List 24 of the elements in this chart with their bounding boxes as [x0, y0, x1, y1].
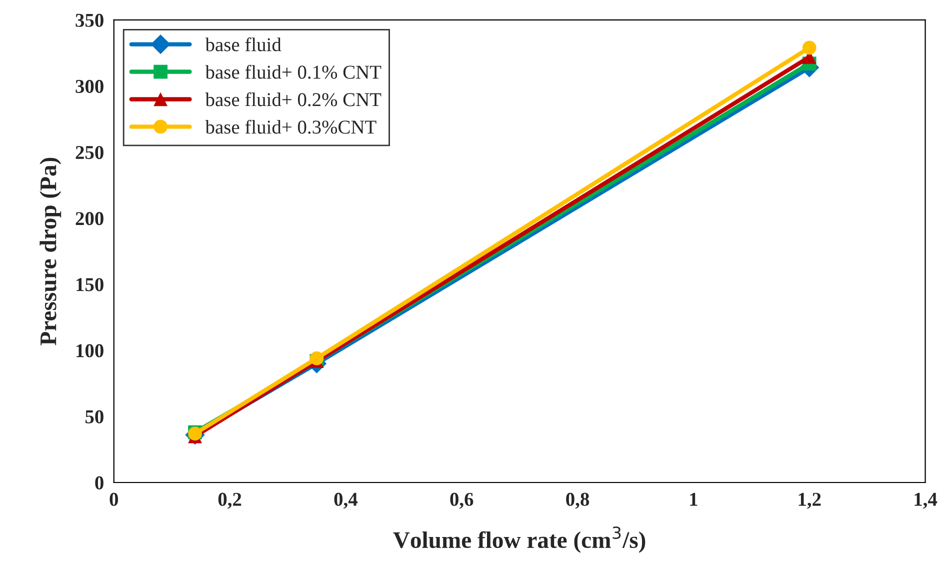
x-tick-label: 1,2 [798, 492, 821, 509]
y-axis-title: Pressure drop (Pa) [40, 158, 62, 346]
y-tick-label: 350 [76, 14, 104, 27]
x-tick-label: 1 [690, 492, 698, 506]
y-tick-label: 250 [76, 146, 104, 160]
legend-label: base fluid+ 0.2% CNT [205, 92, 382, 106]
y-tick-label: 200 [76, 212, 104, 226]
legend-label: base fluid+ 0.1% CNT [205, 64, 382, 79]
point [310, 351, 324, 366]
x-tick-label: 0,8 [566, 492, 590, 509]
legend-label: base fluid+ 0.3%CNT [205, 120, 376, 134]
y-tick-label: 50 [85, 410, 104, 424]
y-tick-label: 100 [76, 344, 104, 358]
x-axis-title: Volume flow rate (cm$^{3}$/s) [393, 526, 646, 553]
x-tick-label: 0,4 [334, 492, 358, 509]
x-tick-label: 0,2 [218, 492, 242, 509]
y-tick-label: 0 [95, 476, 104, 490]
point [802, 40, 816, 55]
x-tick-label: 0 [110, 492, 118, 506]
x-tick-label: 1,4 [914, 492, 938, 509]
x-tick-label: 0,6 [450, 492, 474, 509]
legend-label: base fluid [205, 37, 282, 52]
y-tick-label: 300 [76, 80, 104, 93]
y-tick-label: 150 [76, 278, 104, 292]
